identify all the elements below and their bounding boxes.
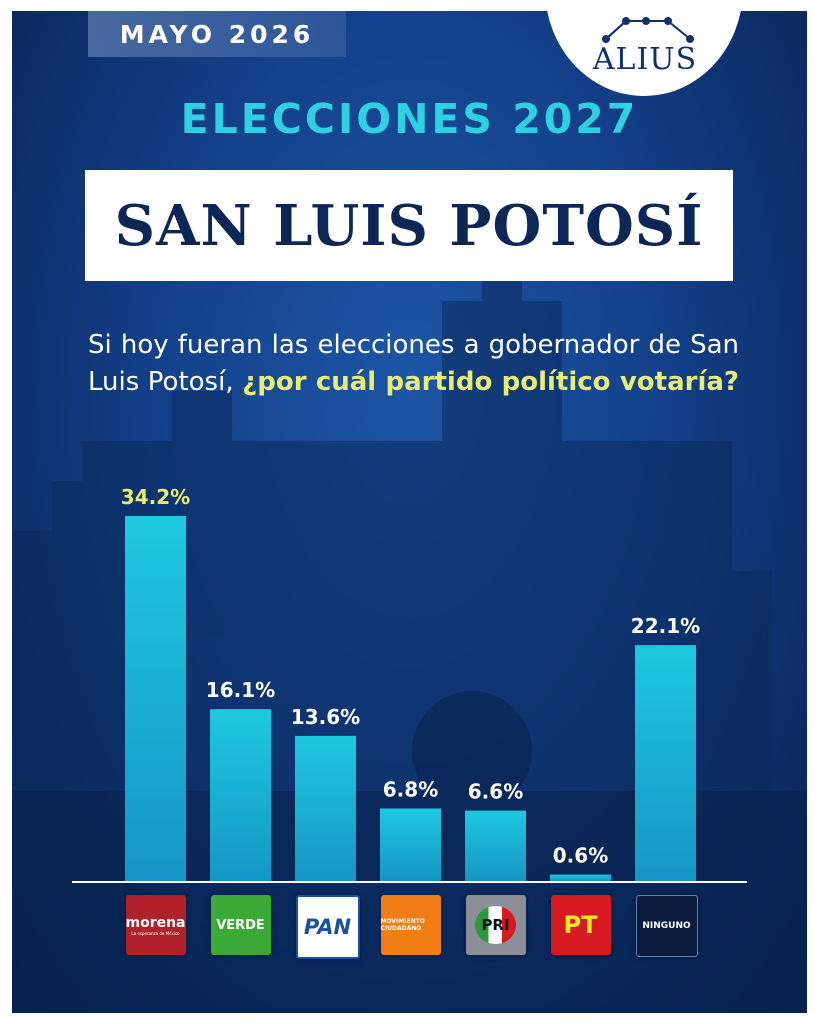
bar-5 <box>550 874 611 881</box>
ninguno-logo-text: NINGUNO <box>642 921 691 931</box>
question-highlight: ¿por cuál partido político votaría? <box>242 367 739 397</box>
date-banner: MAYO 2026 <box>88 11 346 57</box>
title-box: SAN LUIS POTOSÍ <box>85 170 733 281</box>
verde-logo: VERDE <box>210 895 271 955</box>
pan-logo: PAN <box>295 895 360 959</box>
survey-question: Si hoy fueran las elecciones a gobernado… <box>88 327 739 401</box>
pri-logo-text: PRI <box>475 906 516 944</box>
data-label-2: 13.6% <box>291 705 360 729</box>
morena-logo: morena La esperanza de México <box>125 895 186 955</box>
brand-logo: ALIUS <box>592 42 698 77</box>
pri-logo: PRI <box>465 895 526 955</box>
movimiento-ciudadano-logo: MOVIMIENTO CIUDADANO <box>380 895 441 955</box>
data-label-1: 16.1% <box>206 678 275 702</box>
question-text: Si hoy fueran las elecciones a gobernado… <box>88 330 739 397</box>
morena-logo-text: morena <box>125 914 186 931</box>
network-line-icon <box>602 17 694 43</box>
pan-logo-text: PAN <box>303 915 352 939</box>
bar-3 <box>380 808 441 881</box>
bar-0 <box>125 516 186 881</box>
infographic: MAYO 2026 ALIUS ELECCIONES 2027 SAN LUIS… <box>12 11 807 1013</box>
kicker-heading: ELECCIONES 2027 <box>180 95 639 143</box>
bar-4 <box>465 810 526 881</box>
movimiento-ciudadano-logo-text: MOVIMIENTO CIUDADANO <box>380 918 425 932</box>
ninguno-logo: NINGUNO <box>635 895 698 957</box>
bar-chart: 34.2% 16.1% 13.6% 6.8% 6.6% 0.6% 22.1% <box>72 485 747 883</box>
bar-2 <box>295 735 356 881</box>
morena-logo-subtext: La esperanza de México <box>131 930 180 936</box>
bar-6 <box>635 645 696 881</box>
pt-logo-text: PT <box>563 911 598 939</box>
data-label-6: 22.1% <box>631 614 700 638</box>
data-label-0: 34.2% <box>121 485 190 509</box>
pt-logo: PT <box>550 895 611 955</box>
data-label-3: 6.8% <box>383 777 438 801</box>
bar-1 <box>210 709 271 881</box>
verde-logo-text: VERDE <box>216 917 265 933</box>
data-label-4: 6.6% <box>468 780 523 804</box>
data-label-5: 0.6% <box>553 844 608 868</box>
page-title: SAN LUIS POTOSÍ <box>114 192 704 259</box>
